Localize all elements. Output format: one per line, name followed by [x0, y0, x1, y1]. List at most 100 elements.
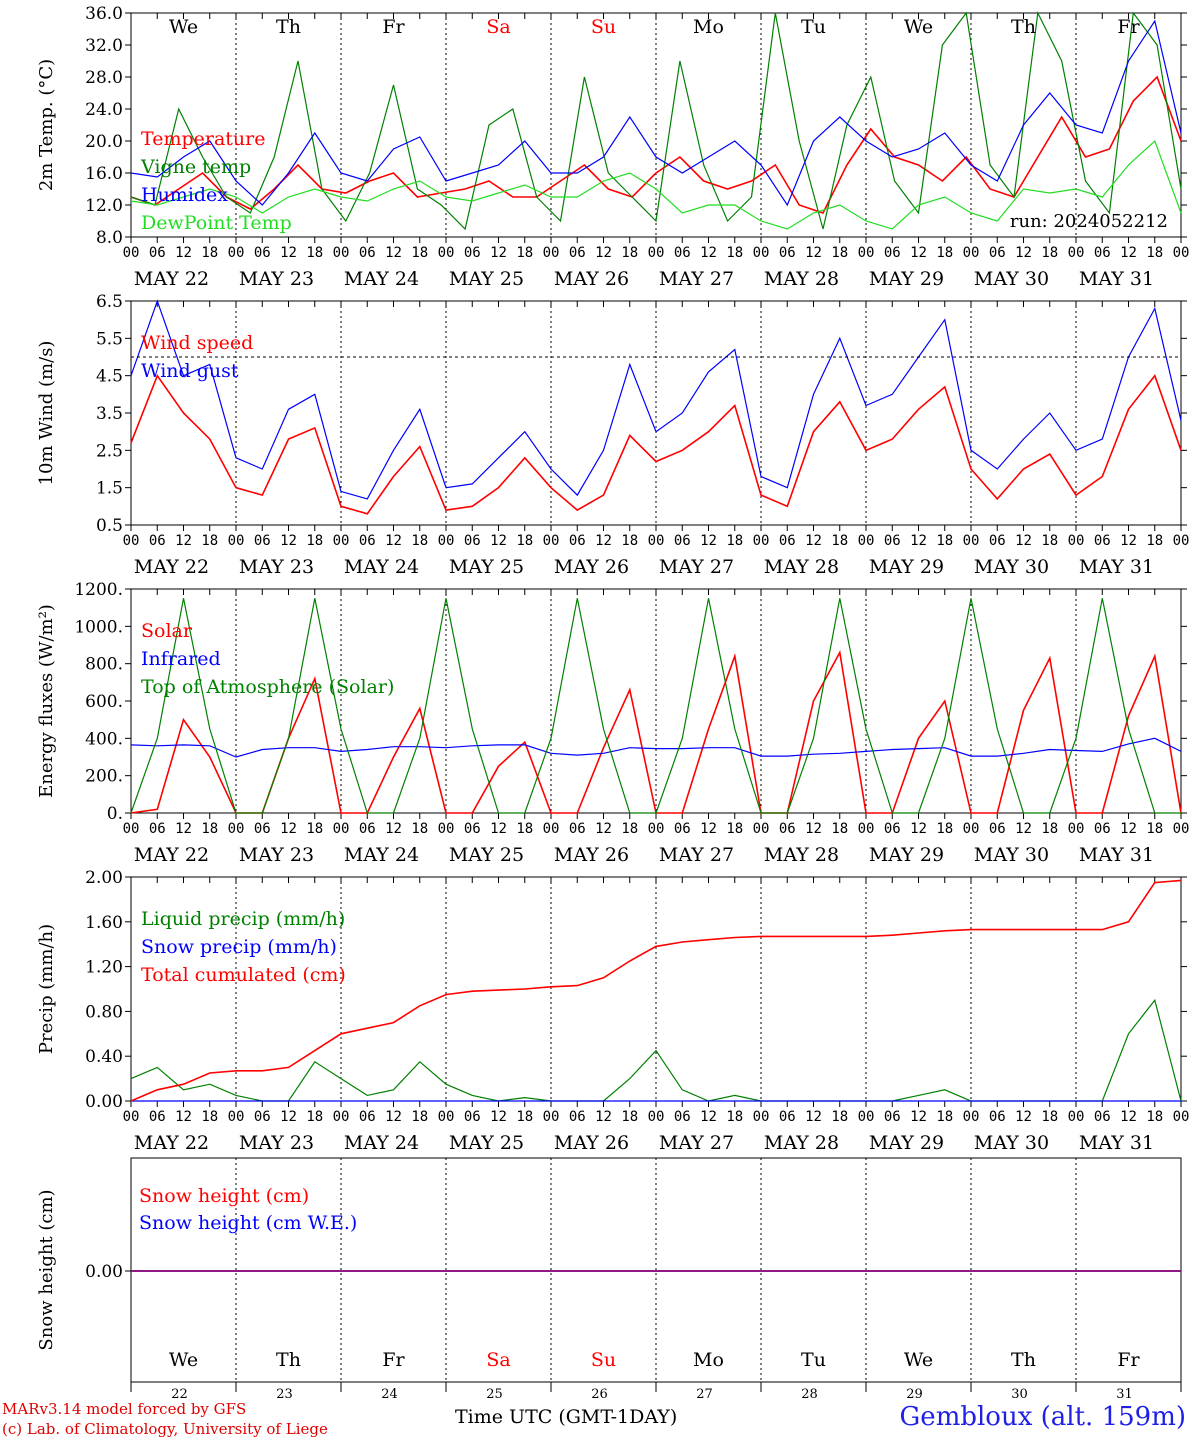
hour-tick-label: 06 [674, 533, 691, 549]
date-label: MAY 28 [764, 556, 839, 578]
date-label: MAY 31 [1079, 1132, 1154, 1154]
y-tick-label: 0.5 [96, 516, 123, 536]
hour-tick-label: 00 [543, 245, 560, 261]
y-tick-label: 1000. [74, 617, 123, 637]
hour-tick-label: 12 [595, 1109, 612, 1125]
hour-tick-label: 06 [569, 1109, 586, 1125]
hour-tick-label: 06 [674, 1109, 691, 1125]
hour-tick-label: 18 [621, 533, 638, 549]
day-number-label: 24 [381, 1387, 398, 1402]
hour-tick-label: 12 [490, 1109, 507, 1125]
y-tick-label: 600. [85, 692, 123, 712]
series-line [130, 998, 1182, 1102]
day-of-week-label: Su [591, 1349, 616, 1371]
hour-tick-label: 00 [963, 533, 980, 549]
day-number-label: 23 [276, 1387, 293, 1402]
model-credit: MARv3.14 model forced by GFS [2, 1400, 247, 1418]
hour-tick-label: 12 [910, 1109, 927, 1125]
date-label: MAY 27 [659, 1132, 734, 1154]
date-label: MAY 31 [1079, 844, 1154, 866]
series-line [130, 299, 1182, 500]
hour-tick-label: 18 [831, 245, 848, 261]
hour-tick-label: 18 [1146, 1109, 1163, 1125]
y-tick-label: 400. [85, 729, 123, 749]
hour-tick-label: 00 [123, 1109, 140, 1125]
date-label: MAY 26 [554, 844, 629, 866]
hour-tick-label: 18 [831, 1109, 848, 1125]
hour-tick-label: 12 [385, 245, 402, 261]
y-tick-label: 0.80 [85, 1002, 123, 1022]
date-label: MAY 30 [974, 1132, 1049, 1154]
hour-tick-label: 00 [963, 1109, 980, 1125]
hour-tick-label: 06 [359, 533, 376, 549]
hour-tick-label: 12 [1120, 533, 1137, 549]
hour-tick-label: 06 [464, 1109, 481, 1125]
y-tick-label: 2.5 [96, 441, 123, 461]
hour-tick-label: 12 [1015, 245, 1032, 261]
hour-tick-label: 00 [1173, 821, 1190, 837]
lab-credit: (c) Lab. of Climatology, University of L… [2, 1420, 328, 1438]
hour-tick-label: 12 [280, 1109, 297, 1125]
day-number-label: 27 [696, 1387, 713, 1402]
y-tick-label: 0.40 [85, 1047, 123, 1067]
hour-tick-label: 18 [726, 1109, 743, 1125]
hour-tick-label: 00 [963, 245, 980, 261]
hour-tick-label: 18 [306, 245, 323, 261]
hour-tick-label: 12 [595, 533, 612, 549]
y-axis-label: 2m Temp. (°C) [36, 59, 57, 191]
hour-tick-label: 18 [1146, 821, 1163, 837]
hour-tick-label: 06 [884, 533, 901, 549]
date-label: MAY 25 [449, 844, 524, 866]
hour-tick-label: 00 [858, 245, 875, 261]
hour-tick-label: 18 [936, 533, 953, 549]
hour-tick-label: 18 [936, 1109, 953, 1125]
hour-tick-label: 06 [569, 245, 586, 261]
legend-entry: Total cumulated (cm) [141, 964, 346, 986]
hour-tick-label: 00 [648, 245, 665, 261]
hour-tick-label: 00 [753, 533, 770, 549]
y-tick-label: 1.60 [85, 913, 123, 933]
hour-tick-label: 06 [569, 533, 586, 549]
hour-tick-label: 12 [700, 533, 717, 549]
hour-tick-label: 06 [1094, 245, 1111, 261]
hour-tick-label: 00 [123, 245, 140, 261]
hour-tick-label: 06 [464, 533, 481, 549]
legend-entry: Snow height (cm W.E.) [139, 1212, 357, 1234]
series-line [130, 598, 1181, 814]
hour-tick-label: 12 [1015, 821, 1032, 837]
hour-tick-label: 18 [936, 245, 953, 261]
day-of-week-label: Th [1011, 1349, 1036, 1371]
hour-tick-label: 00 [753, 245, 770, 261]
hour-tick-label: 00 [228, 533, 245, 549]
date-label: MAY 29 [869, 1132, 944, 1154]
hour-tick-label: 12 [700, 821, 717, 837]
legend-entry: Wind gust [141, 360, 239, 382]
date-label: MAY 30 [974, 844, 1049, 866]
y-axis-label: Snow height (cm) [36, 1189, 57, 1350]
hour-tick-label: 00 [1068, 245, 1085, 261]
series-line [130, 879, 1182, 1102]
date-label: MAY 25 [449, 556, 524, 578]
hour-tick-label: 06 [1094, 821, 1111, 837]
y-tick-label: 0.00 [85, 1092, 123, 1112]
hour-tick-label: 00 [963, 821, 980, 837]
hour-tick-label: 18 [831, 533, 848, 549]
day-number-label: 25 [486, 1387, 503, 1402]
hour-tick-label: 06 [884, 821, 901, 837]
hour-tick-label: 06 [884, 245, 901, 261]
date-label: MAY 24 [344, 268, 419, 290]
location-label: Gembloux (alt. 159m) [899, 1402, 1186, 1432]
hour-tick-label: 06 [464, 245, 481, 261]
date-label: MAY 30 [974, 268, 1049, 290]
hour-tick-label: 06 [1094, 533, 1111, 549]
legend-entry: Solar [141, 620, 193, 642]
legend-entry: Snow precip (mm/h) [141, 936, 337, 958]
y-tick-label: 16.0 [85, 164, 123, 184]
day-of-week-label: Fr [382, 1349, 405, 1371]
date-label: MAY 30 [974, 556, 1049, 578]
hour-tick-label: 12 [805, 245, 822, 261]
date-label: MAY 29 [869, 268, 944, 290]
hour-tick-label: 00 [543, 821, 560, 837]
hour-tick-label: 12 [280, 821, 297, 837]
